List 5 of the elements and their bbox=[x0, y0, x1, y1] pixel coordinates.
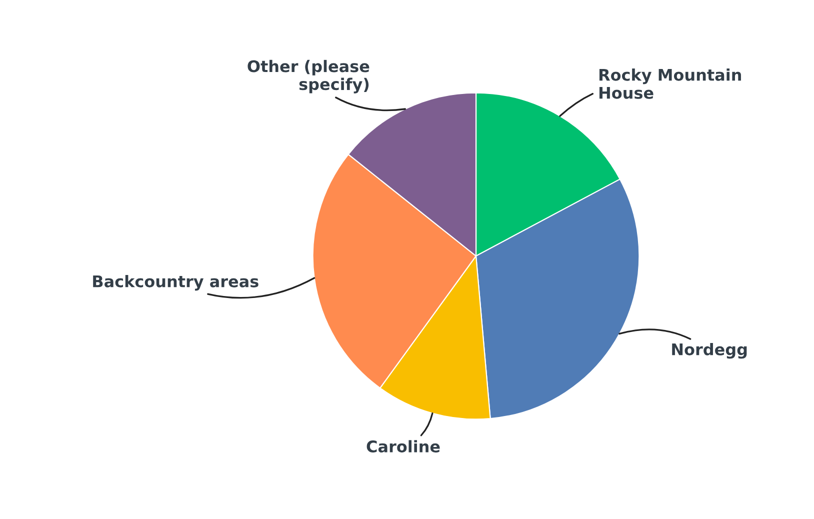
slice-label: Other (please specify) bbox=[248, 60, 370, 94]
slice-label: Nordegg bbox=[672, 343, 747, 359]
slice-label: Rocky Mountain House bbox=[599, 68, 741, 99]
slice-label: Caroline bbox=[366, 440, 440, 453]
slice-label: Backcountry areas bbox=[93, 275, 258, 291]
